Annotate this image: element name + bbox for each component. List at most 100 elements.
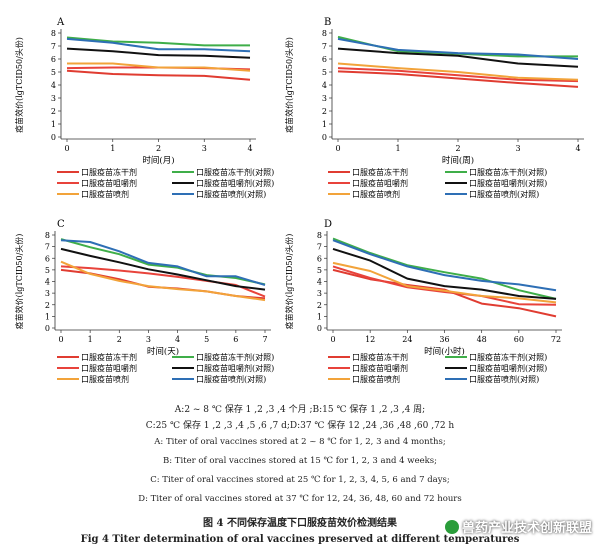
series-line-5	[332, 239, 557, 292]
chart-panel-b: B 0 1 2 3 4 5 6 7 8 0 1 2 3 4 时间(周) 疫苗效价(lgTCID50/头份) 口服疫…	[284, 17, 584, 199]
caption-line-en-b: B: Titer of oral vaccines stored at 15 ℃…	[162, 456, 438, 466]
legend-label-2: 口服疫苗咀嚼剂	[352, 363, 408, 373]
watermark-text: 兽药产业技术创新联盟	[461, 521, 592, 536]
x-tick-label: 0	[58, 335, 63, 344]
y-tick-label: 2	[317, 301, 322, 310]
x-tick-label: 36	[439, 335, 449, 344]
legend-label-2: 口服疫苗咀嚼剂	[81, 178, 137, 188]
x-tick-label: 48	[477, 335, 487, 344]
legend-label-0: 口服疫苗冻干剂	[352, 352, 408, 362]
y-tick-label: 3	[45, 289, 50, 298]
x-tick-label: 60	[514, 335, 524, 344]
legend-label-2: 口服疫苗咀嚼剂	[81, 363, 137, 373]
figure-title-en: Fig 4 Titer determination of oral vaccin…	[80, 534, 520, 545]
figure-panels: A 0 1 2 3 4 5 6 7 8 0 1 2 3 4 时间(月) 疫苗效价(lgTCID50/头份) 口服疫…	[14, 17, 584, 384]
panel-label: A	[56, 17, 65, 28]
x-axis-label: 时间(周)	[442, 155, 474, 166]
y-tick-label: 5	[322, 68, 327, 77]
panel-label: C	[57, 219, 65, 230]
x-tick-label: 1	[110, 144, 115, 153]
caption-line-en-c: C: Titer of oral vaccines stored at 25 ℃…	[150, 475, 450, 485]
y-tick-label: 0	[317, 324, 322, 333]
y-tick-label: 7	[45, 243, 50, 252]
y-tick-label: 8	[317, 231, 322, 240]
x-tick-label: 6	[233, 335, 238, 344]
y-tick-label: 5	[317, 266, 322, 275]
y-tick-label: 1	[51, 120, 56, 129]
x-tick-label: 0	[335, 144, 340, 153]
y-tick-label: 8	[45, 231, 50, 240]
legend-label-5: 口服疫苗喷剂(对照)	[196, 189, 266, 199]
y-axis-label: 疫苗效价(lgTCID50/头份)	[284, 234, 294, 330]
y-tick-label: 6	[45, 254, 50, 263]
x-tick-label: 1	[88, 335, 93, 344]
x-axis-label: 时间(小时)	[424, 346, 465, 357]
x-tick-label: 0	[330, 335, 335, 344]
legend-label-1: 口服疫苗冻干剂(对照)	[196, 352, 274, 362]
y-tick-label: 4	[322, 81, 327, 90]
watermark: 兽药产业技术创新联盟	[444, 517, 592, 536]
x-tick-label: 1	[395, 144, 400, 153]
y-tick-label: 3	[51, 94, 56, 103]
legend-label-2: 口服疫苗咀嚼剂	[352, 178, 408, 188]
legend-label-5: 口服疫苗喷剂(对照)	[469, 189, 539, 199]
y-tick-label: 1	[322, 120, 327, 129]
x-axis-label: 时间(天)	[147, 346, 179, 357]
x-tick-label: 4	[175, 335, 180, 344]
y-tick-label: 5	[51, 68, 56, 77]
series-line-3	[337, 47, 579, 68]
x-tick-label: 5	[204, 335, 209, 344]
legend-label-0: 口服疫苗冻干剂	[81, 352, 137, 362]
y-tick-label: 6	[51, 55, 56, 64]
y-tick-label: 8	[322, 29, 327, 38]
y-axis-label: 疫苗效价(lgTCID50/头份)	[284, 37, 294, 133]
y-tick-label: 0	[51, 133, 56, 142]
series-line-2	[332, 265, 557, 306]
caption-line-en-a: A: Titer of oral vaccines stored at 2 ~ …	[154, 437, 446, 447]
y-tick-label: 8	[51, 29, 56, 38]
legend-label-0: 口服疫苗冻干剂	[352, 167, 408, 177]
series-line-0	[337, 70, 579, 88]
y-tick-label: 4	[51, 81, 56, 90]
y-tick-label: 1	[317, 312, 322, 321]
y-tick-label: 2	[45, 301, 50, 310]
x-tick-label: 3	[146, 335, 151, 344]
x-tick-label: 0	[64, 144, 69, 153]
series-line-4	[332, 261, 557, 304]
y-tick-label: 3	[322, 94, 327, 103]
legend-label-5: 口服疫苗喷剂(对照)	[196, 374, 266, 384]
x-axis-label: 时间(月)	[142, 155, 174, 166]
x-tick-label: 4	[247, 144, 252, 153]
legend-label-4: 口服疫苗喷剂	[352, 189, 400, 199]
legend-label-1: 口服疫苗冻干剂(对照)	[469, 352, 547, 362]
series-line-5	[66, 37, 251, 53]
x-tick-label: 7	[262, 335, 267, 344]
series-line-1	[60, 238, 266, 286]
series-line-3	[60, 247, 266, 291]
y-tick-label: 7	[317, 243, 322, 252]
panel-label: B	[324, 17, 331, 28]
caption-line-zh-2: C:25 ℃ 保存 1 ,2 ,3 ,4 ,5 ,6 ,7 d;D:37 ℃ 保…	[145, 421, 455, 431]
series-line-0	[66, 69, 251, 81]
series-line-4	[67, 62, 251, 72]
figure-title-zh: 图 4 不同保存温度下口服疫苗效价检测结果	[203, 518, 397, 529]
panel-label: D	[324, 219, 332, 230]
y-tick-label: 2	[51, 107, 56, 116]
x-tick-label: 3	[202, 144, 207, 153]
y-tick-label: 4	[45, 278, 50, 287]
y-tick-label: 3	[317, 289, 322, 298]
legend-label-3: 口服疫苗咀嚼剂(对照)	[196, 178, 274, 188]
legend-label-1: 口服疫苗冻干剂(对照)	[196, 167, 274, 177]
legend-label-3: 口服疫苗咀嚼剂(对照)	[469, 178, 547, 188]
legend-label-4: 口服疫苗喷剂	[81, 189, 129, 199]
x-tick-label: 2	[117, 335, 122, 344]
chart-panel-a: A 0 1 2 3 4 5 6 7 8 0 1 2 3 4 时间(月) 疫苗效价(lgTCID50/头份) 口服疫…	[14, 17, 274, 199]
y-tick-label: 7	[51, 42, 56, 51]
series-line-5	[60, 239, 266, 286]
legend-label-1: 口服疫苗冻干剂(对照)	[469, 167, 547, 177]
series-line-2	[337, 67, 579, 83]
chart-panel-c: C 0 1 2 3 4 5 6 7 8 0 1 2 3 4 5 6 7 时间(天) 疫苗效价(lgTCID50/头份)…	[14, 219, 274, 384]
series-line-3	[66, 47, 251, 59]
y-axis-label: 疫苗效价(lgTCID50/头份)	[14, 37, 24, 133]
